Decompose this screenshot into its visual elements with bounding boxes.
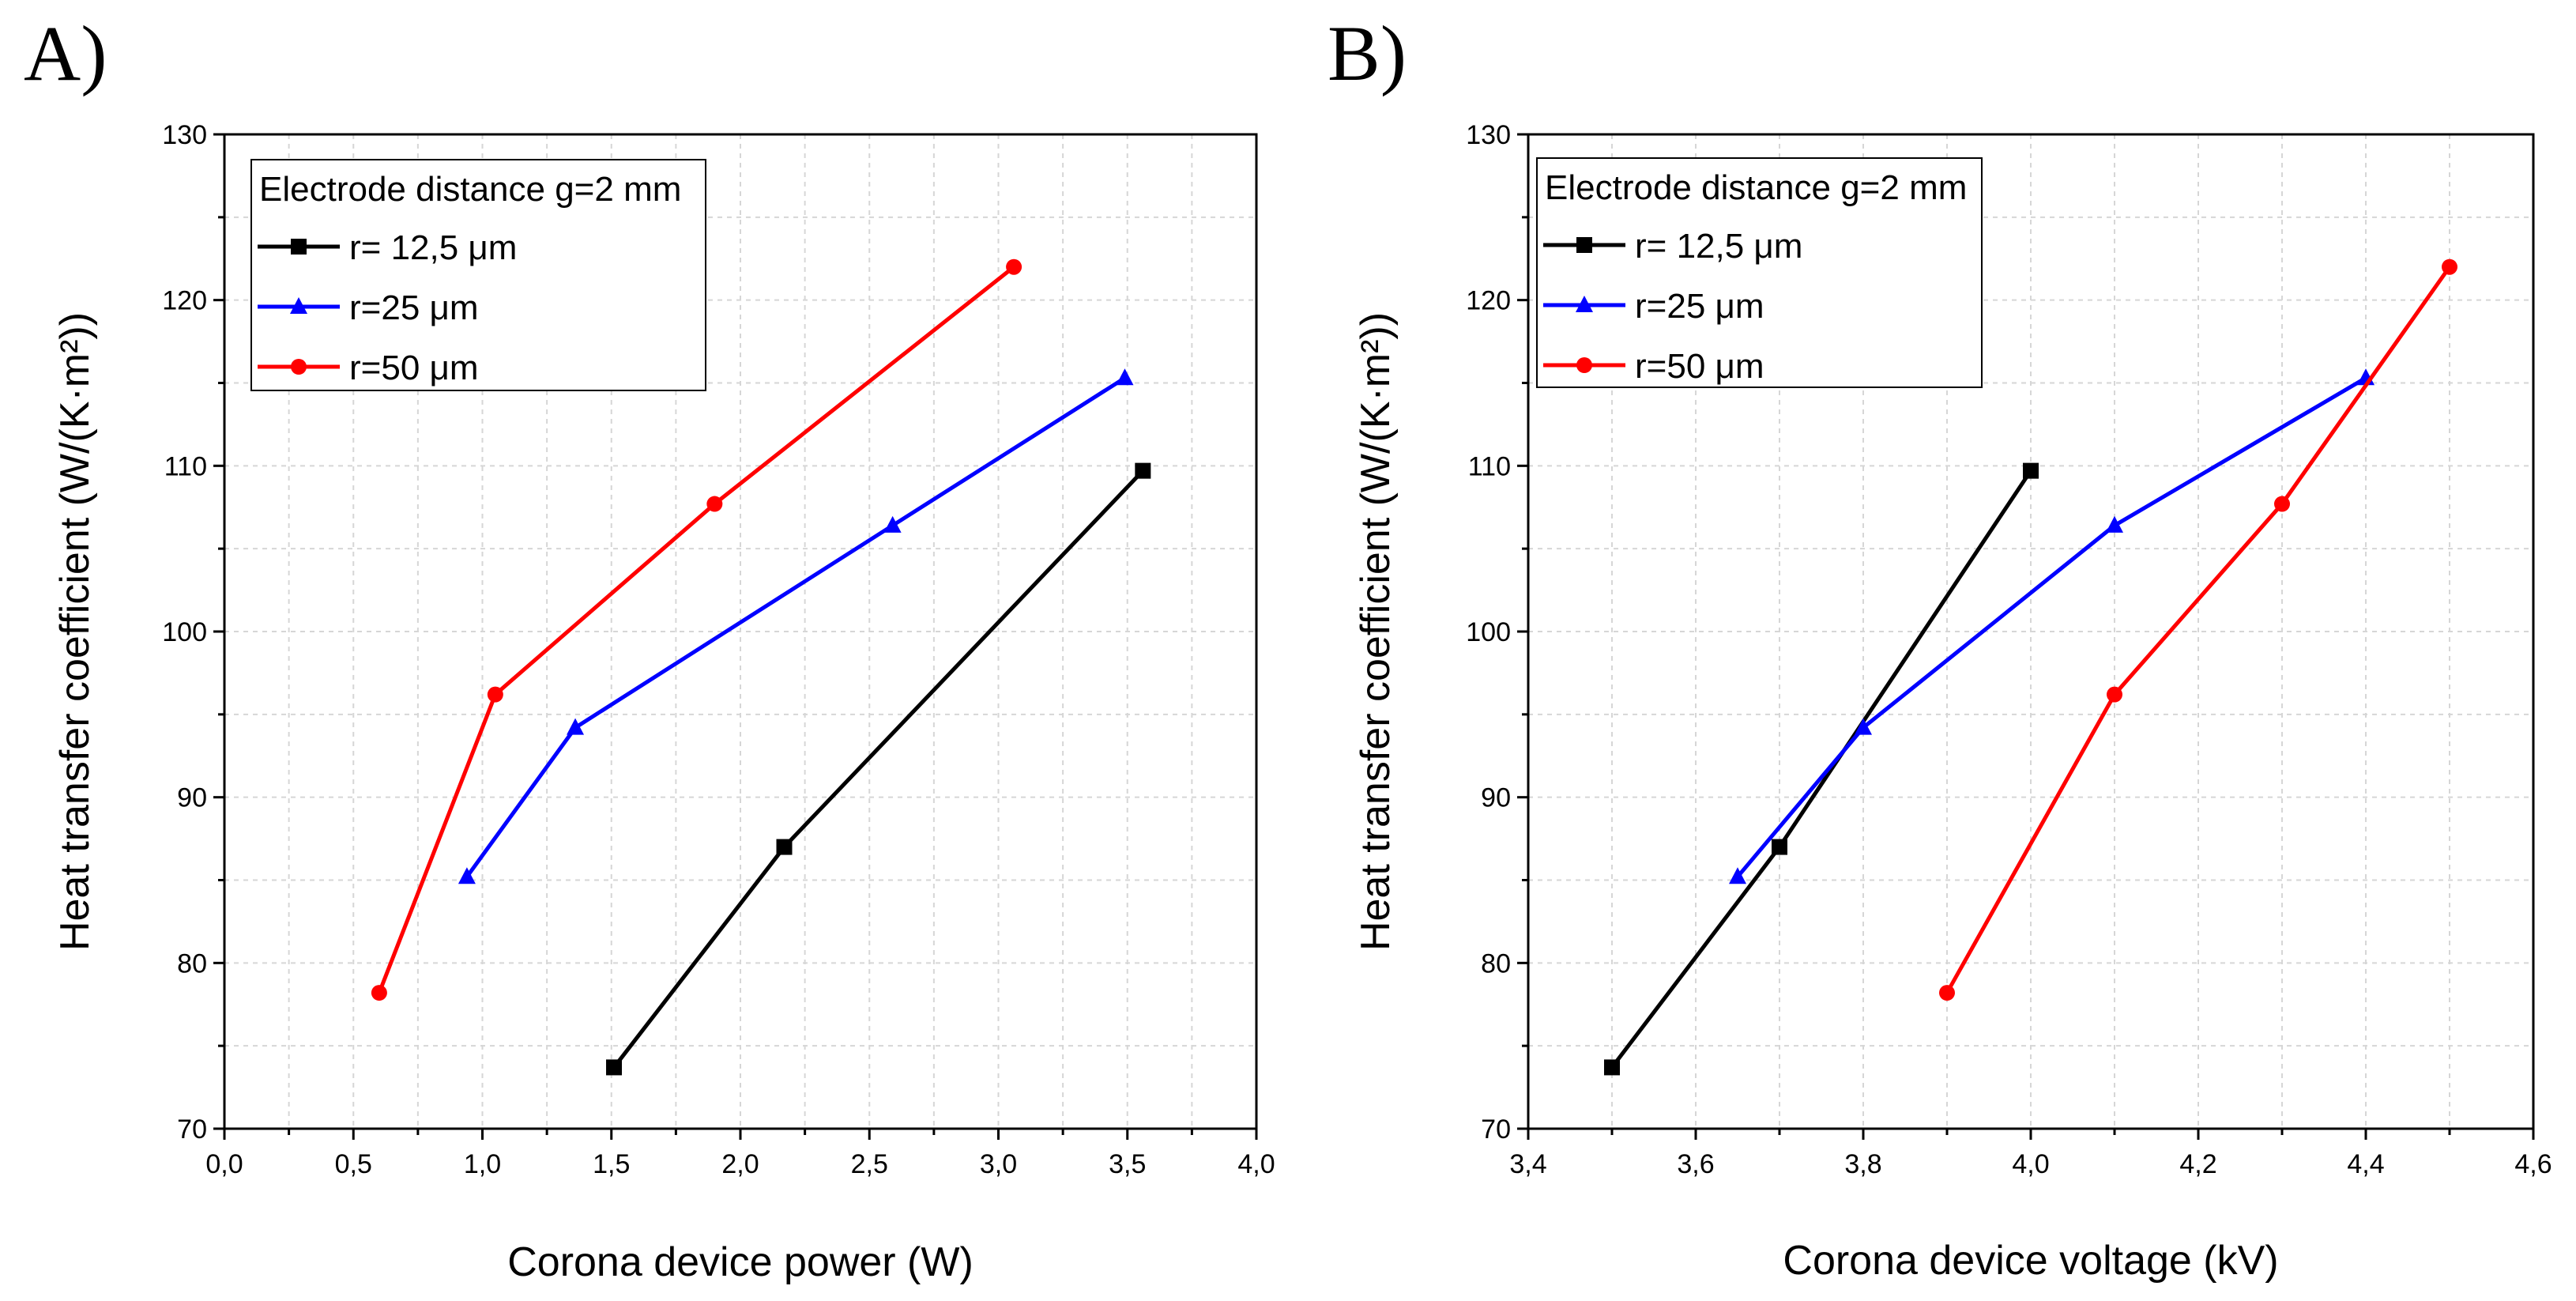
- x-tick-label: 3,8: [1844, 1149, 1881, 1179]
- legend-entry: r= 12,5 μm: [349, 228, 517, 267]
- data-point: [567, 718, 585, 735]
- x-axis: 3,4 3,6 3,8 4,0 4,2 4,4 4,6: [1509, 1129, 2552, 1179]
- y-tick-label: 110: [1468, 451, 1511, 481]
- data-point: [883, 515, 902, 533]
- x-tick-label: 0,0: [205, 1149, 243, 1179]
- legend-marker: [291, 359, 307, 375]
- data-point: [706, 496, 723, 512]
- y-axis: 70 80 90 100 110 120 130: [162, 120, 224, 1145]
- legend: Electrode distance g=2 mm r= 12,5 μm r=25 …: [250, 159, 706, 391]
- legend-entry: r=25 μm: [1635, 287, 1764, 326]
- x-tick-label: 3,6: [1677, 1149, 1714, 1179]
- data-point: [776, 839, 793, 855]
- x-tick-label: 2,0: [721, 1149, 759, 1179]
- legend-box: [1536, 157, 1983, 388]
- legend-title: Electrode distance g=2 mm: [1545, 168, 1967, 207]
- x-tick-label: 3,5: [1109, 1149, 1146, 1179]
- legend-entry: r=50 μm: [349, 349, 479, 387]
- x-axis-title: Corona device power (W): [507, 1239, 974, 1285]
- y-tick-label: 100: [162, 617, 207, 647]
- legend-marker: [291, 239, 307, 255]
- y-tick-label: 130: [162, 120, 207, 150]
- data-point: [2106, 515, 2123, 533]
- legend-entry: r=25 μm: [349, 288, 479, 327]
- legend-entry: r=50 μm: [1635, 347, 1764, 386]
- legend-title: Electrode distance g=2 mm: [259, 170, 681, 209]
- legend: Electrode distance g=2 mm r= 12,5 μm r=25 …: [1536, 157, 1983, 388]
- series-0: [606, 462, 1151, 1076]
- data-point: [1604, 1059, 1620, 1076]
- x-tick-label: 2,5: [851, 1149, 888, 1179]
- chart-panel-b: 3,4 3,6 3,8 4,0 4,2 4,4 4,6 70 80 90 100 110 120 130 C…: [1353, 120, 2552, 1284]
- y-axis-title: Heat transfer coefficient (W/(K·m²)): [52, 312, 98, 951]
- y-tick-label: 70: [1481, 1114, 1511, 1145]
- legend-box: [250, 159, 706, 391]
- x-tick-label: 4,6: [2514, 1149, 2552, 1179]
- data-point: [2107, 686, 2122, 703]
- data-point: [1006, 258, 1022, 275]
- legend-marker: [290, 297, 307, 314]
- legend-entry: r= 12,5 μm: [1635, 227, 1802, 266]
- data-point: [371, 985, 387, 1001]
- data-point: [487, 686, 503, 703]
- data-point: [1772, 839, 1787, 855]
- x-tick-label: 3,0: [980, 1149, 1017, 1179]
- series-2: [1939, 258, 2457, 1001]
- y-tick-label: 70: [177, 1114, 207, 1145]
- series-line: [1736, 376, 2367, 878]
- y-tick-label: 100: [1466, 617, 1511, 647]
- legend-marker: [1576, 237, 1592, 253]
- panel-label-a: A): [24, 9, 107, 97]
- y-tick-label: 90: [177, 783, 207, 813]
- series-line: [465, 376, 1126, 878]
- y-tick-label: 110: [164, 451, 207, 481]
- y-tick-label: 90: [1481, 783, 1511, 813]
- y-tick-label: 130: [1466, 120, 1511, 150]
- x-tick-label: 1,5: [593, 1149, 630, 1179]
- x-tick-label: 0,5: [335, 1149, 372, 1179]
- data-point: [458, 867, 476, 884]
- data-point: [1855, 718, 1872, 735]
- x-tick-label: 4,2: [2179, 1149, 2216, 1179]
- y-axis-title: Heat transfer coefficient (W/(K·m²)): [1353, 312, 1399, 951]
- y-tick-label: 80: [177, 948, 207, 979]
- y-tick-label: 120: [1466, 286, 1511, 316]
- series-1: [1729, 368, 2375, 884]
- chart-panel-a: 0,0 0,5 1,0 1,5 2,0 2,5 3,0 3,5 4,0 70 80 90 100 110 1…: [52, 120, 1275, 1285]
- data-point: [1135, 462, 1151, 479]
- x-tick-label: 4,4: [2347, 1149, 2384, 1179]
- x-tick-label: 3,4: [1509, 1149, 1546, 1179]
- legend-marker: [1576, 296, 1593, 312]
- y-axis: 70 80 90 100 110 120 130: [1466, 120, 1528, 1145]
- legend-marker: [1576, 357, 1592, 373]
- data-point: [2442, 258, 2457, 275]
- y-tick-label: 120: [162, 286, 207, 316]
- series-line: [1945, 266, 2452, 994]
- series-0: [1604, 462, 2039, 1076]
- series-line: [377, 265, 1015, 994]
- x-tick-label: 1,0: [464, 1149, 501, 1179]
- y-tick-label: 80: [1481, 948, 1511, 979]
- x-axis-title: Corona device voltage (kV): [1783, 1238, 2278, 1284]
- panel-label-b: B): [1328, 9, 1407, 97]
- data-point: [2274, 496, 2290, 512]
- data-point: [1116, 368, 1134, 386]
- data-point: [606, 1059, 623, 1076]
- data-point: [2023, 462, 2039, 479]
- data-point: [1729, 867, 1746, 884]
- series-1: [458, 368, 1134, 884]
- x-axis: 0,0 0,5 1,0 1,5 2,0 2,5 3,0 3,5 4,0: [205, 1129, 1275, 1179]
- x-tick-label: 4,0: [1237, 1149, 1275, 1179]
- data-point: [1939, 985, 1955, 1001]
- series-2: [371, 258, 1022, 1001]
- x-tick-label: 4,0: [2012, 1149, 2049, 1179]
